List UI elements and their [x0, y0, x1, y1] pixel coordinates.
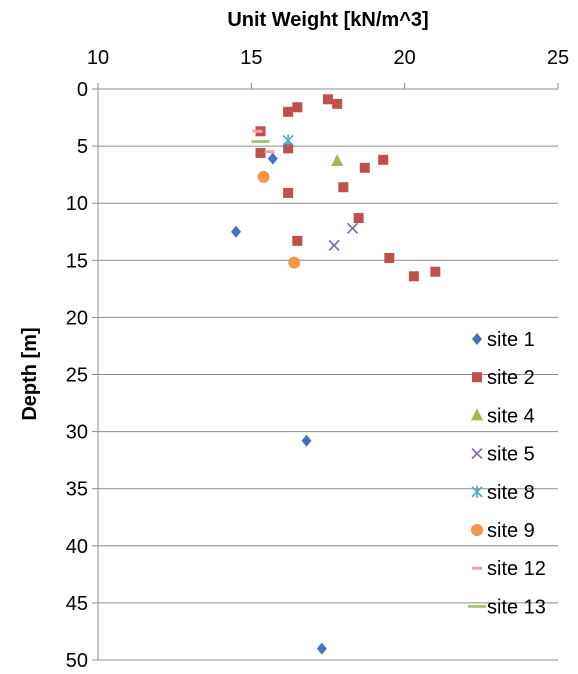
data-point — [384, 253, 395, 264]
y-tick-label: 50 — [66, 650, 88, 672]
x-tick-label: 15 — [240, 47, 262, 69]
legend-entry: site 2 — [472, 367, 535, 389]
legend-entry: site 12 — [472, 558, 546, 580]
y-tick-label: 45 — [66, 593, 88, 615]
y-tick-label: 10 — [66, 193, 88, 215]
legend-entry: site 1 — [472, 329, 535, 351]
x-axis-title: Unit Weight [kN/m^3] — [227, 9, 428, 31]
data-point — [267, 152, 278, 165]
data-point — [282, 134, 294, 147]
data-point — [331, 153, 344, 166]
data-point — [257, 170, 270, 183]
y-tick-label: 35 — [66, 479, 88, 501]
legend-label: site 9 — [487, 520, 535, 542]
x-tick-label: 10 — [87, 47, 109, 69]
legend-marker — [471, 524, 483, 536]
legend-marker — [472, 372, 482, 383]
data-points — [231, 94, 441, 655]
y-axis-title: Depth [m] — [19, 327, 41, 420]
data-point — [338, 182, 349, 193]
x-tick-label: 25 — [547, 47, 569, 69]
y-tick-label: 20 — [66, 307, 88, 329]
data-point — [231, 225, 241, 238]
legend-entry: site 5 — [471, 444, 535, 466]
legend-entry: site 13 — [468, 596, 546, 618]
data-point — [378, 154, 389, 165]
legend-entry: site 9 — [471, 520, 535, 542]
legend-entry: site 8 — [471, 482, 535, 504]
data-point — [328, 239, 340, 252]
legend-marker — [471, 408, 483, 421]
y-tick-label: 30 — [66, 422, 88, 444]
legend-label: site 2 — [487, 367, 535, 389]
legend-label: site 13 — [487, 596, 546, 618]
data-point — [359, 162, 370, 173]
axes — [92, 83, 559, 661]
legend: site 1 site 2 site 4 site 5 site 8 site 9 site… — [468, 329, 546, 618]
legend-label: site 1 — [487, 329, 535, 351]
y-tick-label: 5 — [77, 136, 88, 158]
legend-label: site 4 — [487, 405, 535, 427]
legend-label: site 5 — [487, 444, 535, 466]
y-tick-label: 0 — [77, 79, 88, 101]
y-tick-label: 25 — [66, 365, 88, 387]
legend-marker — [471, 448, 483, 460]
legend-label: site 12 — [487, 558, 546, 580]
grid-lines — [98, 145, 558, 661]
x-tick-label: 20 — [394, 47, 416, 69]
data-point — [283, 143, 294, 154]
data-point — [301, 434, 312, 447]
data-point — [283, 106, 294, 117]
legend-label: site 8 — [487, 482, 535, 504]
y-tick-label: 15 — [66, 250, 88, 272]
data-point — [408, 271, 419, 282]
data-point — [255, 147, 266, 158]
legend-marker — [472, 333, 482, 345]
data-point — [292, 102, 303, 113]
tick-labels: 0 5 10 15 20 25 30 35 40 45 50 10 15 20 25 — [66, 47, 569, 672]
data-point — [332, 98, 343, 109]
legend-entry: site 4 — [471, 405, 535, 427]
legend-marker — [471, 485, 483, 498]
data-point — [430, 266, 441, 277]
y-tick-label: 40 — [66, 536, 88, 558]
data-point — [346, 222, 359, 234]
data-point — [288, 256, 301, 269]
data-point — [353, 213, 364, 224]
data-point — [316, 642, 327, 655]
data-point — [323, 94, 333, 105]
data-point — [283, 187, 294, 198]
data-point — [292, 235, 303, 246]
